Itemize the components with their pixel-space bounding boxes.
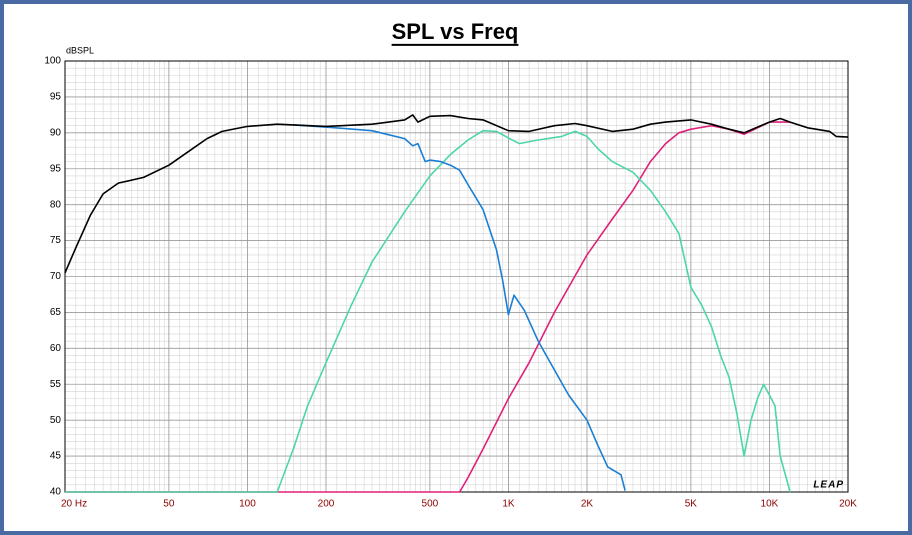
y-tick-label: 45 xyxy=(50,451,62,462)
x-tick-label: 20 Hz xyxy=(61,499,87,510)
y-tick-label: 95 xyxy=(50,163,62,174)
x-tick-label: 20K xyxy=(839,499,857,510)
x-tick-label: 1K xyxy=(502,499,515,510)
x-tick-label: 500 xyxy=(422,499,439,510)
y-tick-label: 90 xyxy=(50,127,62,138)
y-tick-label: 75 xyxy=(50,235,62,246)
x-tick-label: 50 xyxy=(163,499,175,510)
y-tick-label: 70 xyxy=(50,271,62,282)
x-tick-label: 200 xyxy=(318,499,335,510)
x-tick-label: 100 xyxy=(239,499,256,510)
chart-title: SPL vs Freq xyxy=(392,19,519,44)
x-tick-label: 10K xyxy=(761,499,779,510)
series-line xyxy=(65,129,791,493)
y-tick-label: 65 xyxy=(50,307,62,318)
y-axis-label: dBSPL xyxy=(66,45,94,55)
y-tick-label: 40 xyxy=(50,487,62,498)
y-tick-label: 50 xyxy=(50,415,62,426)
x-tick-label: 2K xyxy=(581,499,594,510)
series-line xyxy=(293,124,626,491)
y-tick-label: 55 xyxy=(50,379,62,390)
y-tick-label: 60 xyxy=(50,343,62,354)
y-tick-label: 100 xyxy=(44,56,61,67)
x-tick-label: 5K xyxy=(685,499,698,510)
series-line xyxy=(64,114,849,274)
watermark: LEAP xyxy=(813,480,844,491)
y-tick-label: 80 xyxy=(50,199,62,210)
y-tick-label: 95 xyxy=(50,92,62,103)
